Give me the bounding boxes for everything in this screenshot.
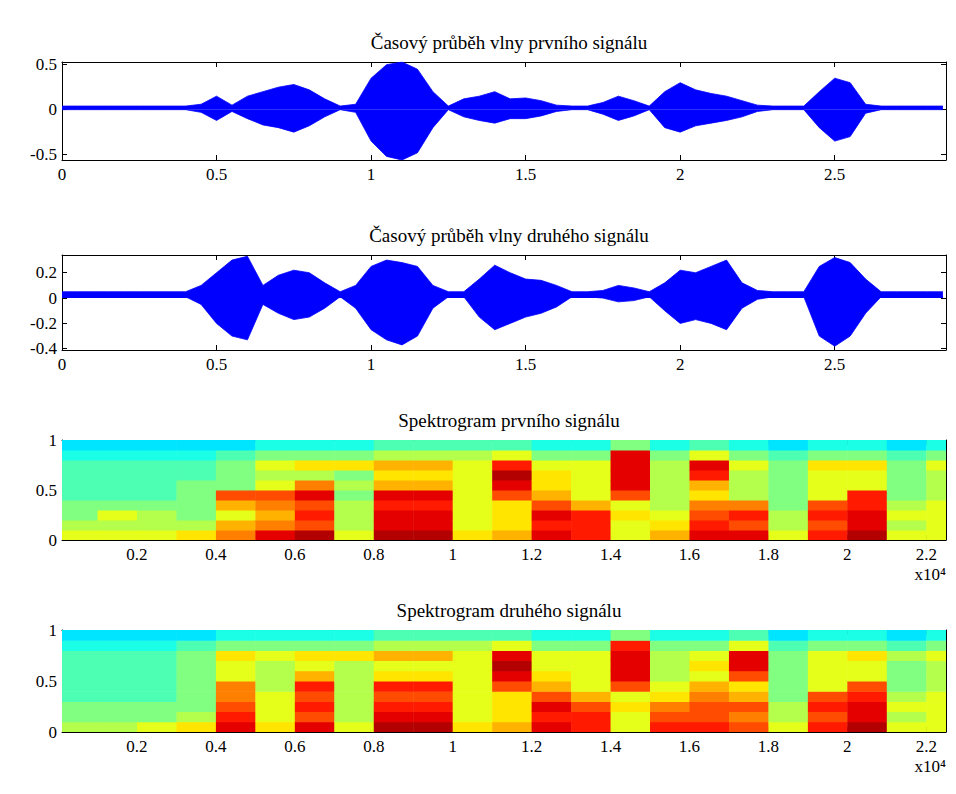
svg-text:0: 0 (58, 165, 67, 184)
svg-text:0.6: 0.6 (284, 545, 305, 564)
svg-text:2.5: 2.5 (824, 165, 845, 184)
svg-text:2.5: 2.5 (824, 355, 845, 374)
svg-text:Časový průběh vlny druhého sig: Časový průběh vlny druhého signálu (369, 225, 649, 246)
svg-text:1: 1 (448, 737, 457, 756)
svg-text:0.5: 0.5 (36, 481, 57, 500)
svg-text:-0.5: -0.5 (30, 145, 57, 164)
svg-text:0: 0 (49, 289, 58, 308)
svg-text:0.6: 0.6 (284, 737, 305, 756)
svg-text:-0.4: -0.4 (30, 339, 57, 358)
svg-text:Spektrogram druhého signálu: Spektrogram druhého signálu (397, 600, 622, 621)
svg-text:0.2: 0.2 (36, 263, 57, 282)
svg-text:0.2: 0.2 (126, 545, 147, 564)
svg-text:1.6: 1.6 (679, 545, 700, 564)
svg-text:1.8: 1.8 (758, 737, 779, 756)
svg-text:Časový průběh vlny prvního sig: Časový průběh vlny prvního signálu (371, 32, 648, 53)
svg-text:2: 2 (843, 545, 852, 564)
svg-text:1.5: 1.5 (515, 165, 536, 184)
svg-text:0.4: 0.4 (205, 737, 227, 756)
svg-text:1.2: 1.2 (521, 737, 542, 756)
svg-text:x10⁴: x10⁴ (915, 565, 947, 584)
svg-text:1.2: 1.2 (521, 545, 542, 564)
svg-text:1.5: 1.5 (515, 355, 536, 374)
svg-text:2: 2 (676, 355, 685, 374)
svg-text:1.4: 1.4 (600, 737, 622, 756)
svg-text:1: 1 (367, 165, 376, 184)
svg-text:0.5: 0.5 (36, 55, 57, 74)
svg-text:Spektrogram prvního signálu: Spektrogram prvního signálu (398, 410, 620, 431)
svg-text:0: 0 (49, 100, 58, 119)
svg-text:2: 2 (843, 737, 852, 756)
svg-text:0: 0 (49, 723, 58, 742)
svg-text:2.2: 2.2 (916, 737, 937, 756)
svg-text:1.4: 1.4 (600, 545, 622, 564)
svg-text:0.8: 0.8 (363, 737, 384, 756)
svg-text:1: 1 (49, 621, 58, 640)
svg-text:0: 0 (58, 355, 67, 374)
svg-text:1: 1 (448, 545, 457, 564)
svg-text:1: 1 (367, 355, 376, 374)
svg-text:0.2: 0.2 (126, 737, 147, 756)
svg-text:0: 0 (49, 531, 58, 550)
svg-text:0.5: 0.5 (206, 165, 227, 184)
svg-text:0.5: 0.5 (206, 355, 227, 374)
svg-text:1.8: 1.8 (758, 545, 779, 564)
svg-text:2.2: 2.2 (916, 545, 937, 564)
svg-text:x10⁴: x10⁴ (915, 757, 947, 776)
svg-text:1: 1 (49, 431, 58, 450)
svg-text:2: 2 (676, 165, 685, 184)
svg-text:0.5: 0.5 (36, 672, 57, 691)
svg-text:0.8: 0.8 (363, 545, 384, 564)
svg-text:1.6: 1.6 (679, 737, 700, 756)
svg-text:-0.2: -0.2 (30, 314, 57, 333)
svg-text:0.4: 0.4 (205, 545, 227, 564)
